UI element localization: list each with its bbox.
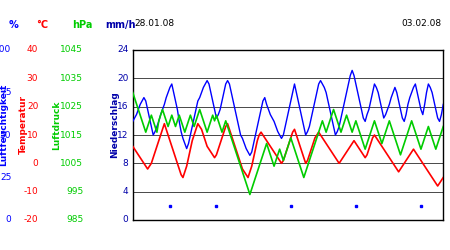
Text: Luftfeuchtigkeit: Luftfeuchtigkeit — [0, 84, 8, 166]
Text: °C: °C — [36, 20, 48, 30]
Text: 10: 10 — [27, 130, 38, 140]
Text: -20: -20 — [23, 216, 38, 224]
Text: 1005: 1005 — [60, 159, 83, 168]
Text: 995: 995 — [66, 187, 83, 196]
Text: -10: -10 — [23, 187, 38, 196]
Text: 24: 24 — [117, 46, 128, 54]
Text: 0: 0 — [32, 159, 38, 168]
Text: 40: 40 — [27, 46, 38, 54]
Text: 75: 75 — [0, 88, 11, 97]
Text: 25: 25 — [0, 173, 11, 182]
Text: 0: 0 — [122, 216, 128, 224]
Text: 28.01.08: 28.01.08 — [134, 19, 175, 28]
Text: 4: 4 — [122, 187, 128, 196]
Text: 1035: 1035 — [60, 74, 83, 83]
Text: %: % — [9, 20, 19, 30]
Text: Niederschlag: Niederschlag — [110, 92, 119, 158]
Text: Temperatur: Temperatur — [19, 96, 28, 154]
Text: 12: 12 — [117, 130, 128, 140]
Text: 16: 16 — [117, 102, 128, 111]
Text: 8: 8 — [122, 159, 128, 168]
Text: 1015: 1015 — [60, 130, 83, 140]
Text: hPa: hPa — [72, 20, 92, 30]
Text: 30: 30 — [27, 74, 38, 83]
Text: Luftdruck: Luftdruck — [52, 100, 61, 150]
Text: 0: 0 — [5, 216, 11, 224]
Text: 03.02.08: 03.02.08 — [401, 19, 442, 28]
Text: mm/h: mm/h — [106, 20, 136, 30]
Text: 20: 20 — [27, 102, 38, 111]
Text: 20: 20 — [117, 74, 128, 83]
Text: 100: 100 — [0, 46, 11, 54]
Text: 1025: 1025 — [60, 102, 83, 111]
Text: 1045: 1045 — [60, 46, 83, 54]
Text: 50: 50 — [0, 130, 11, 140]
Text: 985: 985 — [66, 216, 83, 224]
